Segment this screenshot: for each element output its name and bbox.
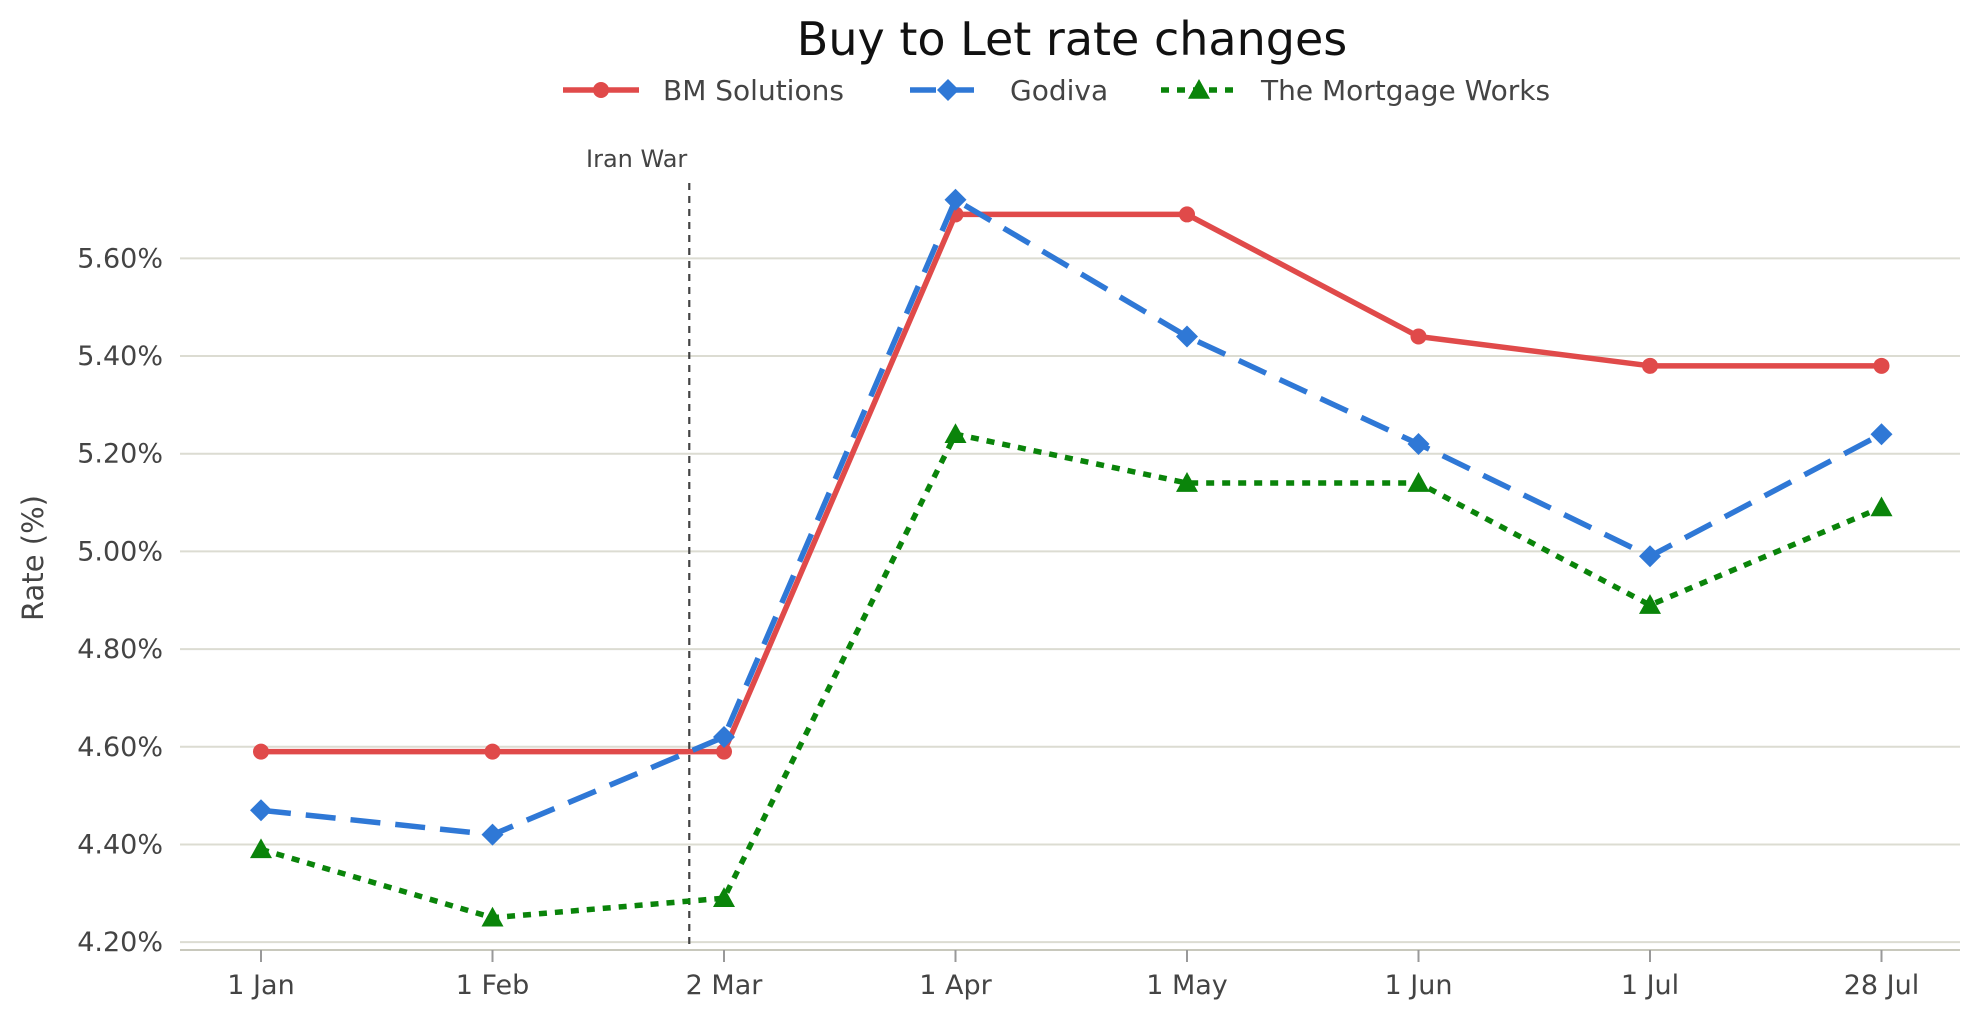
legend-marker — [593, 82, 609, 98]
legend-label: Godiva — [1010, 74, 1108, 107]
series-bm-solutions — [253, 206, 1890, 760]
axes: 4.20% 4.40% 4.60% 4.80% 5.00% 5.20% 5.40% 5.60%… — [77, 243, 1960, 1001]
data-point — [1407, 432, 1430, 455]
series-the-mortgage-works — [250, 423, 1893, 927]
data-point — [1870, 423, 1893, 446]
annotations: Iran War — [586, 145, 691, 950]
x-tick-label: 1 Jun — [1385, 970, 1453, 1001]
data-point — [1642, 357, 1658, 374]
series-line — [260, 431, 1883, 921]
y-tick-label: 4.40% — [77, 829, 163, 860]
legend: BM Solutions Godiva The Mortgage Works — [563, 74, 1550, 107]
data-point — [481, 823, 504, 846]
data-point — [716, 743, 732, 760]
legend-label: The Mortgage Works — [1260, 74, 1550, 107]
data-point — [713, 887, 735, 907]
y-tick-label: 5.40% — [77, 341, 163, 372]
x-tick-label: 1 Feb — [456, 970, 530, 1001]
data-point — [484, 743, 501, 760]
data-point — [944, 188, 967, 211]
series-godiva — [250, 188, 1893, 846]
series-line — [261, 211, 1882, 755]
x-tick-label: 2 Mar — [686, 970, 764, 1001]
y-tick-label: 5.60% — [77, 243, 163, 274]
data-point — [1176, 472, 1198, 492]
y-tick-label: 4.80% — [77, 634, 163, 665]
legend-label: BM Solutions — [663, 74, 844, 107]
data-point — [713, 725, 735, 748]
y-tick-label: 4.20% — [77, 927, 163, 958]
y-tick-label: 5.20% — [77, 439, 163, 470]
chart-title: Buy to Let rate changes — [797, 12, 1347, 66]
legend-item: The Mortgage Works — [1161, 74, 1550, 107]
annotation-label: Iran War — [586, 145, 687, 173]
x-tick-label: 1 May — [1146, 970, 1228, 1001]
data-point — [944, 423, 967, 443]
data-point — [253, 743, 269, 760]
legend-item: Godiva — [910, 74, 1108, 107]
data-point — [250, 799, 272, 822]
data-point — [1410, 328, 1427, 345]
legend-item: BM Solutions — [563, 74, 844, 107]
y-axis-label: Rate (%) — [16, 495, 50, 621]
data-point — [1407, 472, 1430, 492]
data-point — [481, 906, 504, 927]
x-tick-label: 28 Jul — [1844, 970, 1920, 1001]
data-point — [250, 838, 272, 859]
data-point — [1639, 545, 1661, 568]
grid-lines — [180, 257, 1960, 944]
series-layer — [250, 188, 1893, 927]
y-tick-label: 4.60% — [77, 732, 163, 763]
x-tick-label: 1 Jul — [1621, 970, 1679, 1001]
legend-marker — [1188, 79, 1210, 99]
data-point — [1639, 594, 1661, 614]
series-line — [260, 197, 1883, 838]
legend-marker — [937, 79, 959, 101]
data-point — [1873, 357, 1890, 374]
data-point — [1176, 325, 1198, 348]
data-point — [1179, 206, 1195, 223]
data-point — [1870, 496, 1893, 517]
y-tick-label: 5.00% — [77, 536, 163, 567]
x-tick-label: 1 Apr — [919, 970, 992, 1001]
x-tick-label: 1 Jan — [227, 970, 294, 1001]
